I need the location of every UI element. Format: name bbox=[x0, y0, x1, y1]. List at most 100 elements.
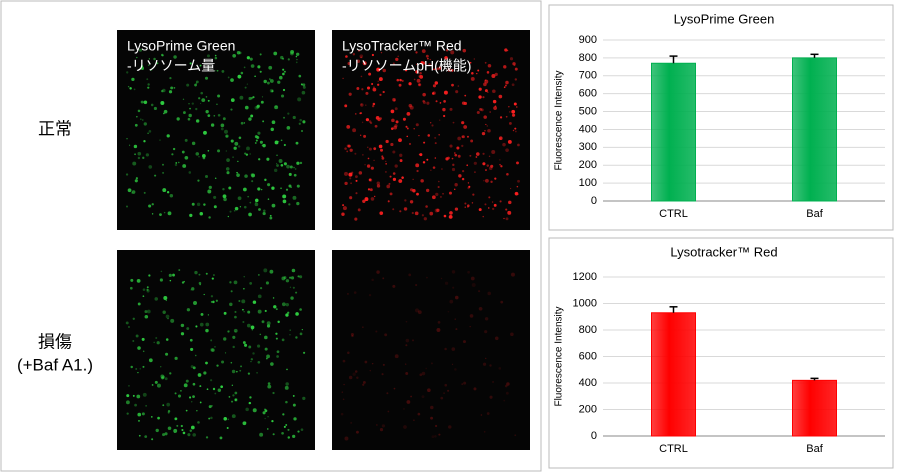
cell-dot bbox=[447, 68, 452, 72]
cell-dot bbox=[125, 173, 129, 176]
cell-dot bbox=[419, 74, 424, 79]
cell-dot bbox=[512, 129, 515, 132]
cell-dot bbox=[292, 195, 297, 200]
cell-dot bbox=[262, 143, 266, 148]
cell-dot bbox=[430, 169, 432, 171]
cell-dot bbox=[416, 169, 419, 173]
cell-dot bbox=[432, 84, 437, 88]
cell-dot bbox=[286, 164, 290, 169]
cell-dot bbox=[148, 274, 151, 277]
cell-dot bbox=[142, 365, 145, 368]
cell-dot bbox=[247, 195, 250, 198]
cell-dot bbox=[389, 175, 392, 178]
bar bbox=[792, 57, 837, 202]
cell-dot bbox=[421, 49, 426, 54]
cell-dot bbox=[369, 369, 371, 372]
cell-dot bbox=[166, 402, 171, 407]
cell-dot bbox=[264, 309, 267, 313]
cell-dot bbox=[199, 385, 202, 388]
cell-dot bbox=[353, 291, 357, 294]
cell-dot bbox=[415, 283, 418, 287]
cell-dot bbox=[296, 161, 300, 165]
cell-dot bbox=[297, 430, 300, 433]
cell-dot bbox=[145, 153, 150, 157]
cell-dot bbox=[261, 320, 265, 324]
cell-dot bbox=[163, 109, 168, 114]
cell-dot bbox=[195, 152, 200, 156]
cell-dot bbox=[287, 58, 290, 61]
cell-dot bbox=[381, 373, 384, 376]
cell-dot bbox=[341, 212, 345, 216]
cell-dot bbox=[269, 216, 273, 220]
cell-dot bbox=[421, 371, 426, 376]
cell-dot bbox=[434, 136, 437, 139]
cell-dot bbox=[379, 117, 382, 120]
cell-dot bbox=[230, 139, 234, 143]
cell-dot bbox=[296, 201, 300, 206]
cell-dot bbox=[212, 300, 215, 304]
cell-dot bbox=[507, 200, 512, 205]
cell-dot bbox=[205, 174, 209, 179]
cell-dot bbox=[508, 121, 512, 125]
cell-dot bbox=[296, 184, 300, 188]
cell-dot bbox=[369, 188, 373, 192]
cell-dot bbox=[131, 190, 136, 194]
cell-dot bbox=[249, 282, 253, 285]
cell-dot bbox=[396, 78, 400, 82]
cell-dot bbox=[493, 203, 497, 207]
cell-dot bbox=[437, 185, 440, 189]
cell-dot bbox=[292, 394, 295, 397]
cell-dot bbox=[500, 165, 503, 168]
cell-dot bbox=[509, 187, 512, 190]
cell-dot bbox=[250, 64, 255, 68]
cell-dot bbox=[476, 72, 478, 75]
cell-dot bbox=[370, 197, 375, 201]
cell-dot bbox=[163, 112, 165, 115]
cell-dot bbox=[263, 79, 267, 84]
cell-dot bbox=[295, 141, 299, 145]
cell-dot bbox=[437, 321, 441, 324]
cell-dot bbox=[377, 83, 380, 86]
cell-dot bbox=[261, 320, 264, 323]
image-subtitle: -リソソーム量 bbox=[127, 58, 215, 74]
cell-dot bbox=[428, 63, 431, 66]
cell-dot bbox=[170, 318, 175, 323]
cell-dot bbox=[392, 150, 396, 154]
cell-dot bbox=[469, 325, 471, 328]
cell-dot bbox=[208, 405, 212, 409]
cell-dot bbox=[259, 432, 264, 437]
cell-dot bbox=[294, 168, 297, 170]
cell-dot bbox=[239, 206, 242, 208]
cell-dot bbox=[135, 177, 138, 180]
cell-dot bbox=[178, 161, 180, 164]
cell-dot bbox=[482, 96, 485, 99]
cell-dot bbox=[137, 372, 139, 374]
cell-dot bbox=[441, 168, 443, 170]
cell-dot bbox=[278, 159, 283, 163]
cell-dot bbox=[405, 344, 408, 347]
cell-dot bbox=[244, 152, 247, 155]
cell-dot bbox=[191, 141, 196, 146]
cell-dot bbox=[264, 347, 268, 351]
cell-dot bbox=[346, 150, 349, 153]
cell-dot bbox=[295, 291, 298, 294]
cell-dot bbox=[461, 383, 464, 386]
cell-dot bbox=[376, 67, 381, 72]
cell-dot bbox=[160, 366, 162, 368]
cell-dot bbox=[282, 199, 287, 204]
cell-dot bbox=[226, 171, 230, 175]
cell-dot bbox=[223, 417, 228, 421]
cell-dot bbox=[449, 299, 454, 304]
cell-dot bbox=[128, 144, 131, 146]
cell-dot bbox=[215, 299, 218, 302]
cell-dot bbox=[464, 94, 467, 97]
cell-dot bbox=[342, 77, 344, 80]
cell-dot bbox=[239, 95, 244, 100]
cell-dot bbox=[205, 328, 209, 333]
cell-dot bbox=[279, 75, 283, 80]
cell-dot bbox=[399, 159, 403, 163]
cell-dot bbox=[358, 171, 363, 175]
cell-dot bbox=[132, 317, 135, 320]
cell-dot bbox=[449, 211, 453, 215]
cell-dot bbox=[430, 416, 434, 420]
